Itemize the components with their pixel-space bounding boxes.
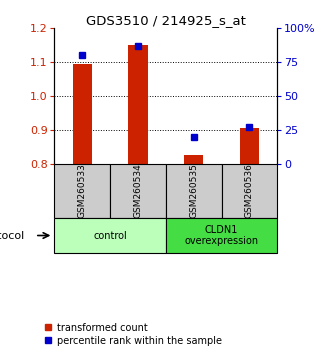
Bar (54, 218, 166, 253)
Text: GSM260533: GSM260533 (78, 164, 87, 218)
Text: CLDN1
overexpression: CLDN1 overexpression (184, 225, 259, 246)
Bar (240, 128, 259, 164)
Bar (166, 164, 221, 218)
Bar (110, 164, 166, 218)
Text: GSM260536: GSM260536 (245, 164, 254, 218)
Bar (73, 64, 92, 164)
Bar (166, 218, 277, 253)
Bar (221, 164, 277, 218)
Title: GDS3510 / 214925_s_at: GDS3510 / 214925_s_at (86, 14, 246, 27)
Text: GSM260535: GSM260535 (189, 164, 198, 218)
Text: control: control (93, 230, 127, 240)
Legend: transformed count, percentile rank within the sample: transformed count, percentile rank withi… (45, 323, 222, 346)
Bar (184, 155, 203, 164)
Bar (128, 45, 148, 164)
Text: protocol: protocol (0, 230, 24, 240)
Text: GSM260534: GSM260534 (133, 164, 143, 218)
Bar (54, 164, 110, 218)
